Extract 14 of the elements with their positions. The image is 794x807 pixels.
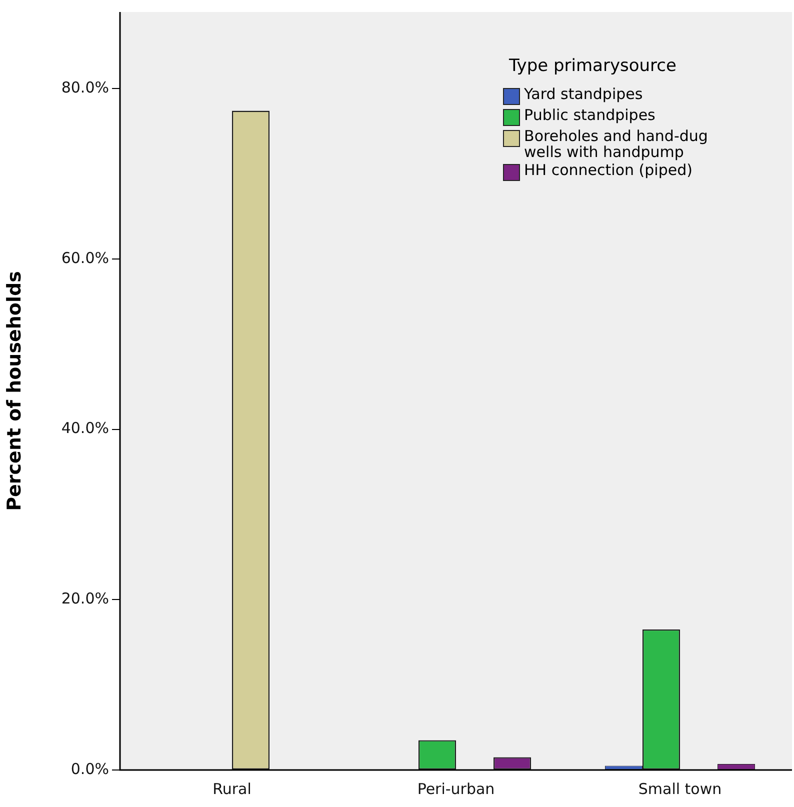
- legend-label: Public standpipes: [524, 106, 656, 124]
- x-tick-label: Rural: [212, 780, 252, 798]
- legend-label: Boreholes and hand-dug wells with handpump: [524, 127, 709, 161]
- y-tick-label: 80.0%: [61, 78, 109, 97]
- y-tick-label: 40.0%: [61, 419, 109, 438]
- y-tick-label: 20.0%: [61, 590, 109, 608]
- legend-label: HH connection (piped): [524, 161, 694, 179]
- x-tick-label: Small town: [638, 780, 722, 798]
- y-tick-label: 0.0%: [70, 760, 109, 778]
- y-tick-label: 60.0%: [61, 248, 109, 267]
- x-tick-label: Peri-urban: [417, 780, 495, 798]
- y-axis-title: Percent of households: [3, 271, 26, 511]
- legend-title: Type primarysource: [509, 56, 678, 76]
- legend-label: Yard standpipes: [524, 85, 644, 103]
